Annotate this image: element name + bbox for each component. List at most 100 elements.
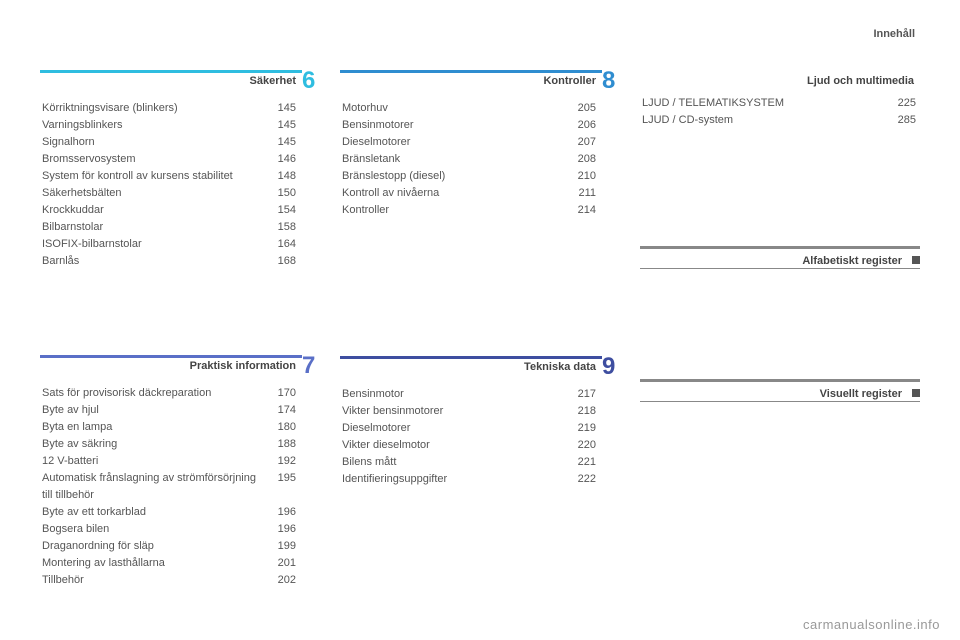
toc-entry-page: 145 — [268, 100, 296, 117]
toc-entry: Signalhorn145 — [42, 134, 296, 151]
toc-entry-page: 154 — [268, 202, 296, 219]
toc-entry-page: 196 — [268, 504, 296, 521]
toc-entry: Körriktningsvisare (blinkers)145 — [42, 100, 296, 117]
toc-entry-label: Bränslestopp (diesel) — [342, 168, 568, 185]
toc-entry: Sats för provisorisk däckreparation170 — [42, 385, 296, 402]
toc-entry-label: LJUD / CD-system — [642, 112, 888, 129]
toc-entry-page: 180 — [268, 419, 296, 436]
toc-entry: Bränslestopp (diesel)210 — [342, 168, 596, 185]
section-entries: Bensinmotor217Vikter bensinmotorer218Die… — [340, 386, 620, 488]
toc-entry-label: Säkerhetsbälten — [42, 185, 268, 202]
toc-column-2: Kontroller 8 Motorhuv205Bensinmotorer206… — [340, 70, 620, 624]
section-title: Ljud och multimedia — [640, 70, 920, 87]
toc-entry-page: 192 — [268, 453, 296, 470]
toc-entry-label: Krockkuddar — [42, 202, 268, 219]
section-number: 9 — [602, 356, 620, 378]
section-title: Visuellt register — [640, 384, 908, 400]
section-header: Praktisk information 7 — [40, 355, 320, 377]
toc-entry: LJUD / TELEMATIKSYSTEM225 — [642, 95, 916, 112]
toc-entry-page: 207 — [568, 134, 596, 151]
watermark-text: carmanualsonline.info — [803, 617, 940, 632]
toc-entry: 12 V-batteri192 — [42, 453, 296, 470]
toc-entry-label: Dieselmotorer — [342, 134, 568, 151]
toc-entry: Kontroller214 — [342, 202, 596, 219]
section-entries: Motorhuv205Bensinmotorer206Dieselmotorer… — [340, 100, 620, 219]
toc-column-1: Säkerhet 6 Körriktningsvisare (blinkers)… — [40, 70, 320, 624]
toc-entry-page: 195 — [268, 470, 296, 504]
toc-entry-label: Bränsletank — [342, 151, 568, 168]
toc-entry-label: Bensinmotorer — [342, 117, 568, 134]
toc-entry: Bilens mått221 — [342, 454, 596, 471]
toc-entry: Draganordning för släp199 — [42, 538, 296, 555]
toc-entry-page: 218 — [568, 403, 596, 420]
toc-entry-label: Motorhuv — [342, 100, 568, 117]
toc-entry-page: 150 — [268, 185, 296, 202]
section-safety: Säkerhet 6 Körriktningsvisare (blinkers)… — [40, 70, 320, 270]
toc-entry-label: System för kontroll av kursens stabilite… — [42, 168, 268, 185]
toc-entry: System för kontroll av kursens stabilite… — [42, 168, 296, 185]
section-rule — [640, 379, 920, 382]
toc-entry-page: 217 — [568, 386, 596, 403]
toc-entry-page: 202 — [268, 572, 296, 589]
toc-entry-page: 206 — [568, 117, 596, 134]
toc-entry-label: Barnlås — [42, 253, 268, 270]
toc-entry: Tillbehör202 — [42, 572, 296, 589]
toc-entry: Bensinmotorer206 — [342, 117, 596, 134]
toc-entry-label: LJUD / TELEMATIKSYSTEM — [642, 95, 888, 112]
toc-entry-page: 174 — [268, 402, 296, 419]
toc-entry: Bogsera bilen196 — [42, 521, 296, 538]
toc-entry: Byta en lampa180 — [42, 419, 296, 436]
toc-columns: Säkerhet 6 Körriktningsvisare (blinkers)… — [40, 30, 920, 624]
toc-entry-label: Bilens mått — [342, 454, 568, 471]
page-header-label: Innehåll — [873, 28, 915, 40]
section-header: Säkerhet 6 — [40, 70, 320, 92]
section-controls: Kontroller 8 Motorhuv205Bensinmotorer206… — [340, 70, 620, 219]
toc-entry-page: 170 — [268, 385, 296, 402]
toc-entry-page: 158 — [268, 219, 296, 236]
section-entries: Sats för provisorisk däckreparation170By… — [40, 385, 320, 590]
toc-entry: Montering av lasthållarna201 — [42, 555, 296, 572]
toc-entry: Bränsletank208 — [342, 151, 596, 168]
toc-entry: Dieselmotorer219 — [342, 420, 596, 437]
toc-entry-page: 188 — [268, 436, 296, 453]
section-number: 6 — [302, 70, 320, 92]
toc-entry-page: 146 — [268, 151, 296, 168]
toc-entry-label: Tillbehör — [42, 572, 268, 589]
toc-entry-label: Bensinmotor — [342, 386, 568, 403]
toc-entry-page: 219 — [568, 420, 596, 437]
toc-entry: Krockkuddar154 — [42, 202, 296, 219]
section-rule — [40, 70, 302, 73]
toc-entry: Identifieringsuppgifter222 — [342, 471, 596, 488]
toc-entry-page: 214 — [568, 202, 596, 219]
toc-entry: Bromsservosystem146 — [42, 151, 296, 168]
toc-entry-label: Bilbarnstolar — [42, 219, 268, 236]
section-number: 8 — [602, 70, 620, 92]
section-rule — [340, 356, 602, 359]
section-title: Praktisk information — [40, 360, 302, 372]
toc-entry-page: 201 — [268, 555, 296, 572]
toc-entry-page: 168 — [268, 253, 296, 270]
toc-entry: Bilbarnstolar158 — [42, 219, 296, 236]
toc-entry-label: Byte av hjul — [42, 402, 268, 419]
section-title: Säkerhet — [40, 75, 302, 87]
toc-entry-label: Kontroller — [342, 202, 568, 219]
toc-entry-label: Draganordning för släp — [42, 538, 268, 555]
section-header: Tekniska data 9 — [340, 356, 620, 378]
toc-entry: Bensinmotor217 — [342, 386, 596, 403]
toc-entry: Kontroll av nivåerna211 — [342, 185, 596, 202]
toc-entry-label: Automatisk frånslagning av strömförsörjn… — [42, 470, 268, 504]
section-rule — [40, 355, 302, 358]
section-rule — [340, 70, 602, 73]
toc-entry-page: 221 — [568, 454, 596, 471]
toc-entry: LJUD / CD-system285 — [642, 112, 916, 129]
toc-entry-page: 208 — [568, 151, 596, 168]
toc-entry-label: Byte av ett torkarblad — [42, 504, 268, 521]
toc-entry-label: Vikter dieselmotor — [342, 437, 568, 454]
section-rule — [640, 246, 920, 249]
toc-entry: Dieselmotorer207 — [342, 134, 596, 151]
toc-entry: Vikter dieselmotor220 — [342, 437, 596, 454]
section-entries: LJUD / TELEMATIKSYSTEM225LJUD / CD-syste… — [640, 95, 920, 129]
toc-entry-label: Sats för provisorisk däckreparation — [42, 385, 268, 402]
section-alpha-index: Alfabetiskt register — [640, 246, 920, 269]
index-marker-icon — [912, 256, 920, 264]
